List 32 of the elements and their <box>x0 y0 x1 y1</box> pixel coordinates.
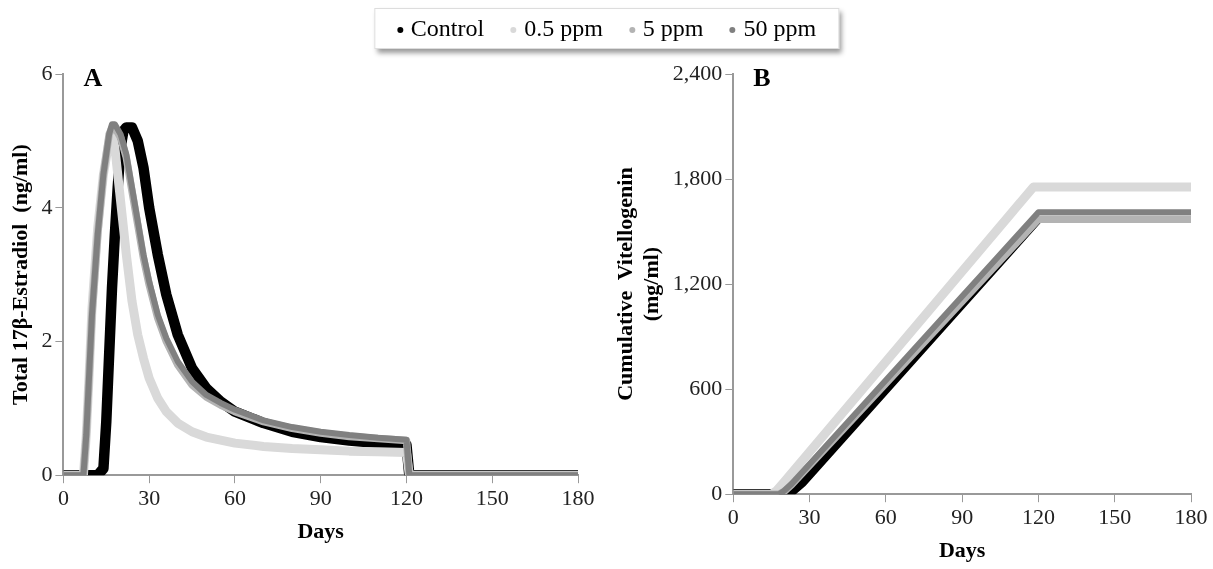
chart-title: B <box>753 62 771 92</box>
chart-title: A <box>83 62 103 92</box>
y-tick-label: 1,800 <box>672 164 723 190</box>
y-axis-title: Cumulative Vitellogenin (mg/ml) <box>611 167 664 401</box>
x-tick-label: 90 <box>309 485 332 511</box>
y-tick-label: 600 <box>689 374 723 400</box>
y-tick-label: 4 <box>41 193 53 219</box>
x-tick-label: 120 <box>389 485 423 511</box>
y-axis-title: Total 17β-Estradiol (ng/ml) <box>6 144 32 405</box>
x-tick-label: 90 <box>951 504 974 530</box>
x-tick-label: 0 <box>57 485 69 511</box>
y-tick-label: 2,400 <box>672 59 723 85</box>
x-tick-label: 60 <box>223 485 246 511</box>
y-tick-label: 1,200 <box>672 269 723 295</box>
x-tick-label: 30 <box>798 504 821 530</box>
y-tick-label: 2 <box>41 327 53 353</box>
y-tick-label: 6 <box>41 59 53 85</box>
x-axis-title: Days <box>297 518 345 544</box>
x-tick-label: 180 <box>1174 504 1208 530</box>
x-tick-label: 150 <box>475 485 509 511</box>
x-tick-label: 30 <box>138 485 161 511</box>
y-tick-label: 0 <box>41 460 53 486</box>
legend-label: 5 ppm <box>641 15 704 42</box>
x-axis-title: Days <box>938 537 986 563</box>
legend-label: 0.5 ppm <box>523 15 603 42</box>
x-tick-label: 0 <box>727 504 739 530</box>
x-tick-label: 180 <box>561 485 595 511</box>
x-tick-label: 150 <box>1098 504 1132 530</box>
x-tick-label: 60 <box>874 504 897 530</box>
x-tick-label: 120 <box>1021 504 1055 530</box>
legend-label: 50 ppm <box>742 15 817 42</box>
legend-label: Control <box>409 15 485 42</box>
